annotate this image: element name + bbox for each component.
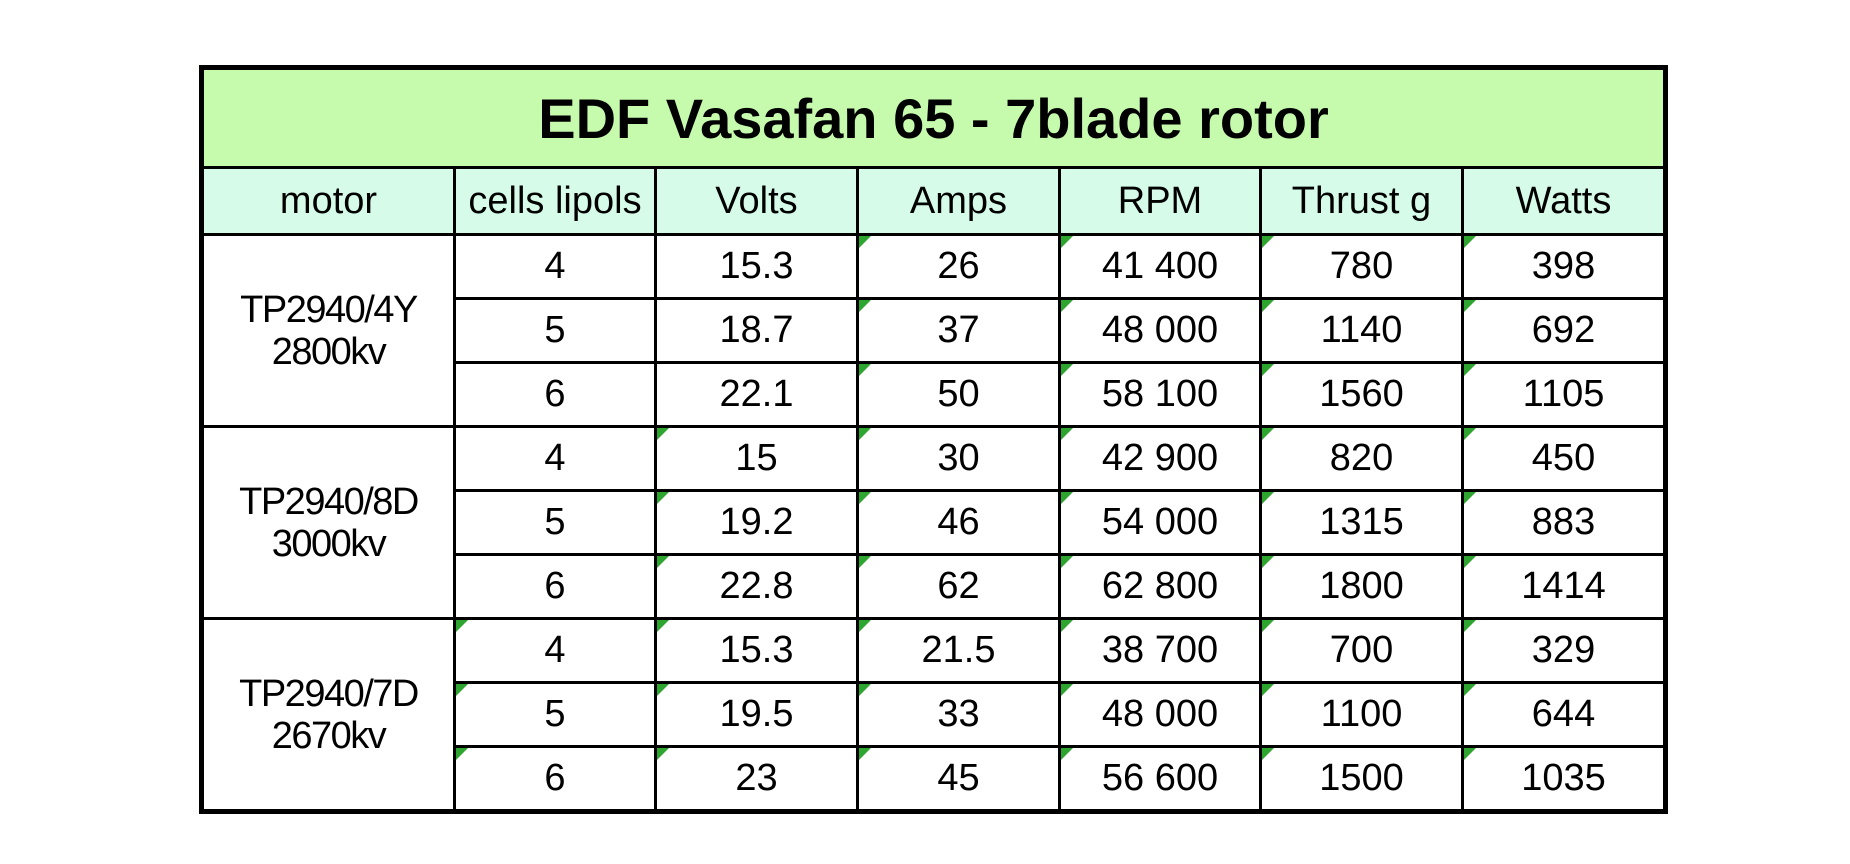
data-cell: 21.5 [856,617,1061,684]
data-cell: 1315 [1259,489,1464,556]
motor-line: 2800kv [271,330,387,373]
data-cell: 22.8 [654,553,859,620]
data-cell: 450 [1461,425,1667,492]
data-cell: 42 900 [1058,425,1262,492]
data-cell: 19.5 [654,681,859,748]
data-row: 6 22.8 62 62 800 1800 1414 [202,553,1667,620]
data-cell: 700 [1259,617,1464,684]
data-cell: 23 [654,745,859,813]
data-cell: 18.7 [654,297,859,364]
data-cell: 19.2 [654,489,859,556]
data-cell: 5 [453,489,657,556]
data-cell: 883 [1461,489,1667,556]
data-cell: 1140 [1259,297,1464,364]
data-row: TP2940/8D 3000kv 4 15 30 42 900 820 450 [200,425,1667,620]
data-cell: 58 100 [1058,361,1262,428]
data-row: 5 19.5 33 48 000 1100 644 [202,681,1667,748]
data-cell: 4 [453,617,657,684]
motor-cell: TP2940/7D 2670kv [200,617,456,813]
data-cell: 26 [856,233,1061,300]
data-cell: 56 600 [1058,745,1262,813]
column-header: Thrust g [1259,166,1464,236]
column-header: Amps [856,166,1061,236]
column-header: Volts [654,166,859,236]
data-cell: 48 000 [1058,297,1262,364]
data-row: 6 22.1 50 58 100 1560 1105 [202,361,1667,428]
motor-cell: TP2940/8D 3000kv [200,425,456,620]
column-header: Watts [1461,166,1667,236]
data-table: EDF Vasafan 65 - 7blade rotor motor cells… [199,65,1668,814]
data-cell: 1500 [1259,745,1464,813]
data-cell: 15.3 [654,617,859,684]
motor-line: TP2940/4Y [240,288,418,331]
data-cell: 50 [856,361,1061,428]
data-cell: 41 400 [1058,233,1262,300]
motor-line: TP2940/7D [239,672,419,715]
motor-cell: TP2940/4Y 2800kv [200,233,456,428]
data-cell: 15 [654,425,859,492]
data-cell: 820 [1259,425,1464,492]
data-cell: 4 [453,425,657,492]
data-cell: 6 [453,745,657,813]
data-cell: 1100 [1259,681,1464,748]
data-cell: 5 [453,681,657,748]
data-row: 5 18.7 37 48 000 1140 692 [202,297,1667,364]
data-row: 5 19.2 46 54 000 1315 883 [202,489,1667,556]
column-header: motor [200,166,456,236]
data-cell: 644 [1461,681,1667,748]
motor-line: 3000kv [271,522,387,565]
data-cell: 780 [1259,233,1464,300]
data-cell: 38 700 [1058,617,1262,684]
column-header: RPM [1058,166,1262,236]
data-cell: 62 800 [1058,553,1262,620]
data-cell: 5 [453,297,657,364]
data-cell: 6 [453,361,657,428]
data-cell: 33 [856,681,1061,748]
data-cell: 62 [856,553,1061,620]
data-cell: 1560 [1259,361,1464,428]
data-cell: 6 [453,553,657,620]
data-cell: 45 [856,745,1061,813]
header-row: motor cells lipols Volts Amps RPM Thrust g Wat… [200,166,1667,236]
data-row: TP2940/7D 2670kv 4 15.3 21.5 38 700 700 329 [200,617,1667,813]
data-cell: 1800 [1259,553,1464,620]
data-cell: 22.1 [654,361,859,428]
data-cell: 54 000 [1058,489,1262,556]
data-cell: 329 [1461,617,1667,684]
data-cell: 398 [1461,233,1667,300]
data-cell: 15.3 [654,233,859,300]
data-cell: 1414 [1461,553,1667,620]
data-row: 6 23 45 56 600 1500 1035 [202,745,1667,813]
table-title: EDF Vasafan 65 - 7blade rotor [200,66,1667,169]
data-cell: 37 [856,297,1061,364]
data-cell: 46 [856,489,1061,556]
motor-line: 2670kv [271,714,387,757]
data-cell: 1035 [1461,745,1667,813]
data-cell: 692 [1461,297,1667,364]
column-header: cells lipols [453,166,657,236]
motor-line: TP2940/8D [239,480,419,523]
data-row: TP2940/4Y 2800kv 4 15.3 26 41 400 780 398 [200,233,1667,428]
data-cell: 30 [856,425,1061,492]
data-cell: 4 [453,233,657,300]
data-cell: 1105 [1461,361,1667,428]
data-cell: 48 000 [1058,681,1262,748]
